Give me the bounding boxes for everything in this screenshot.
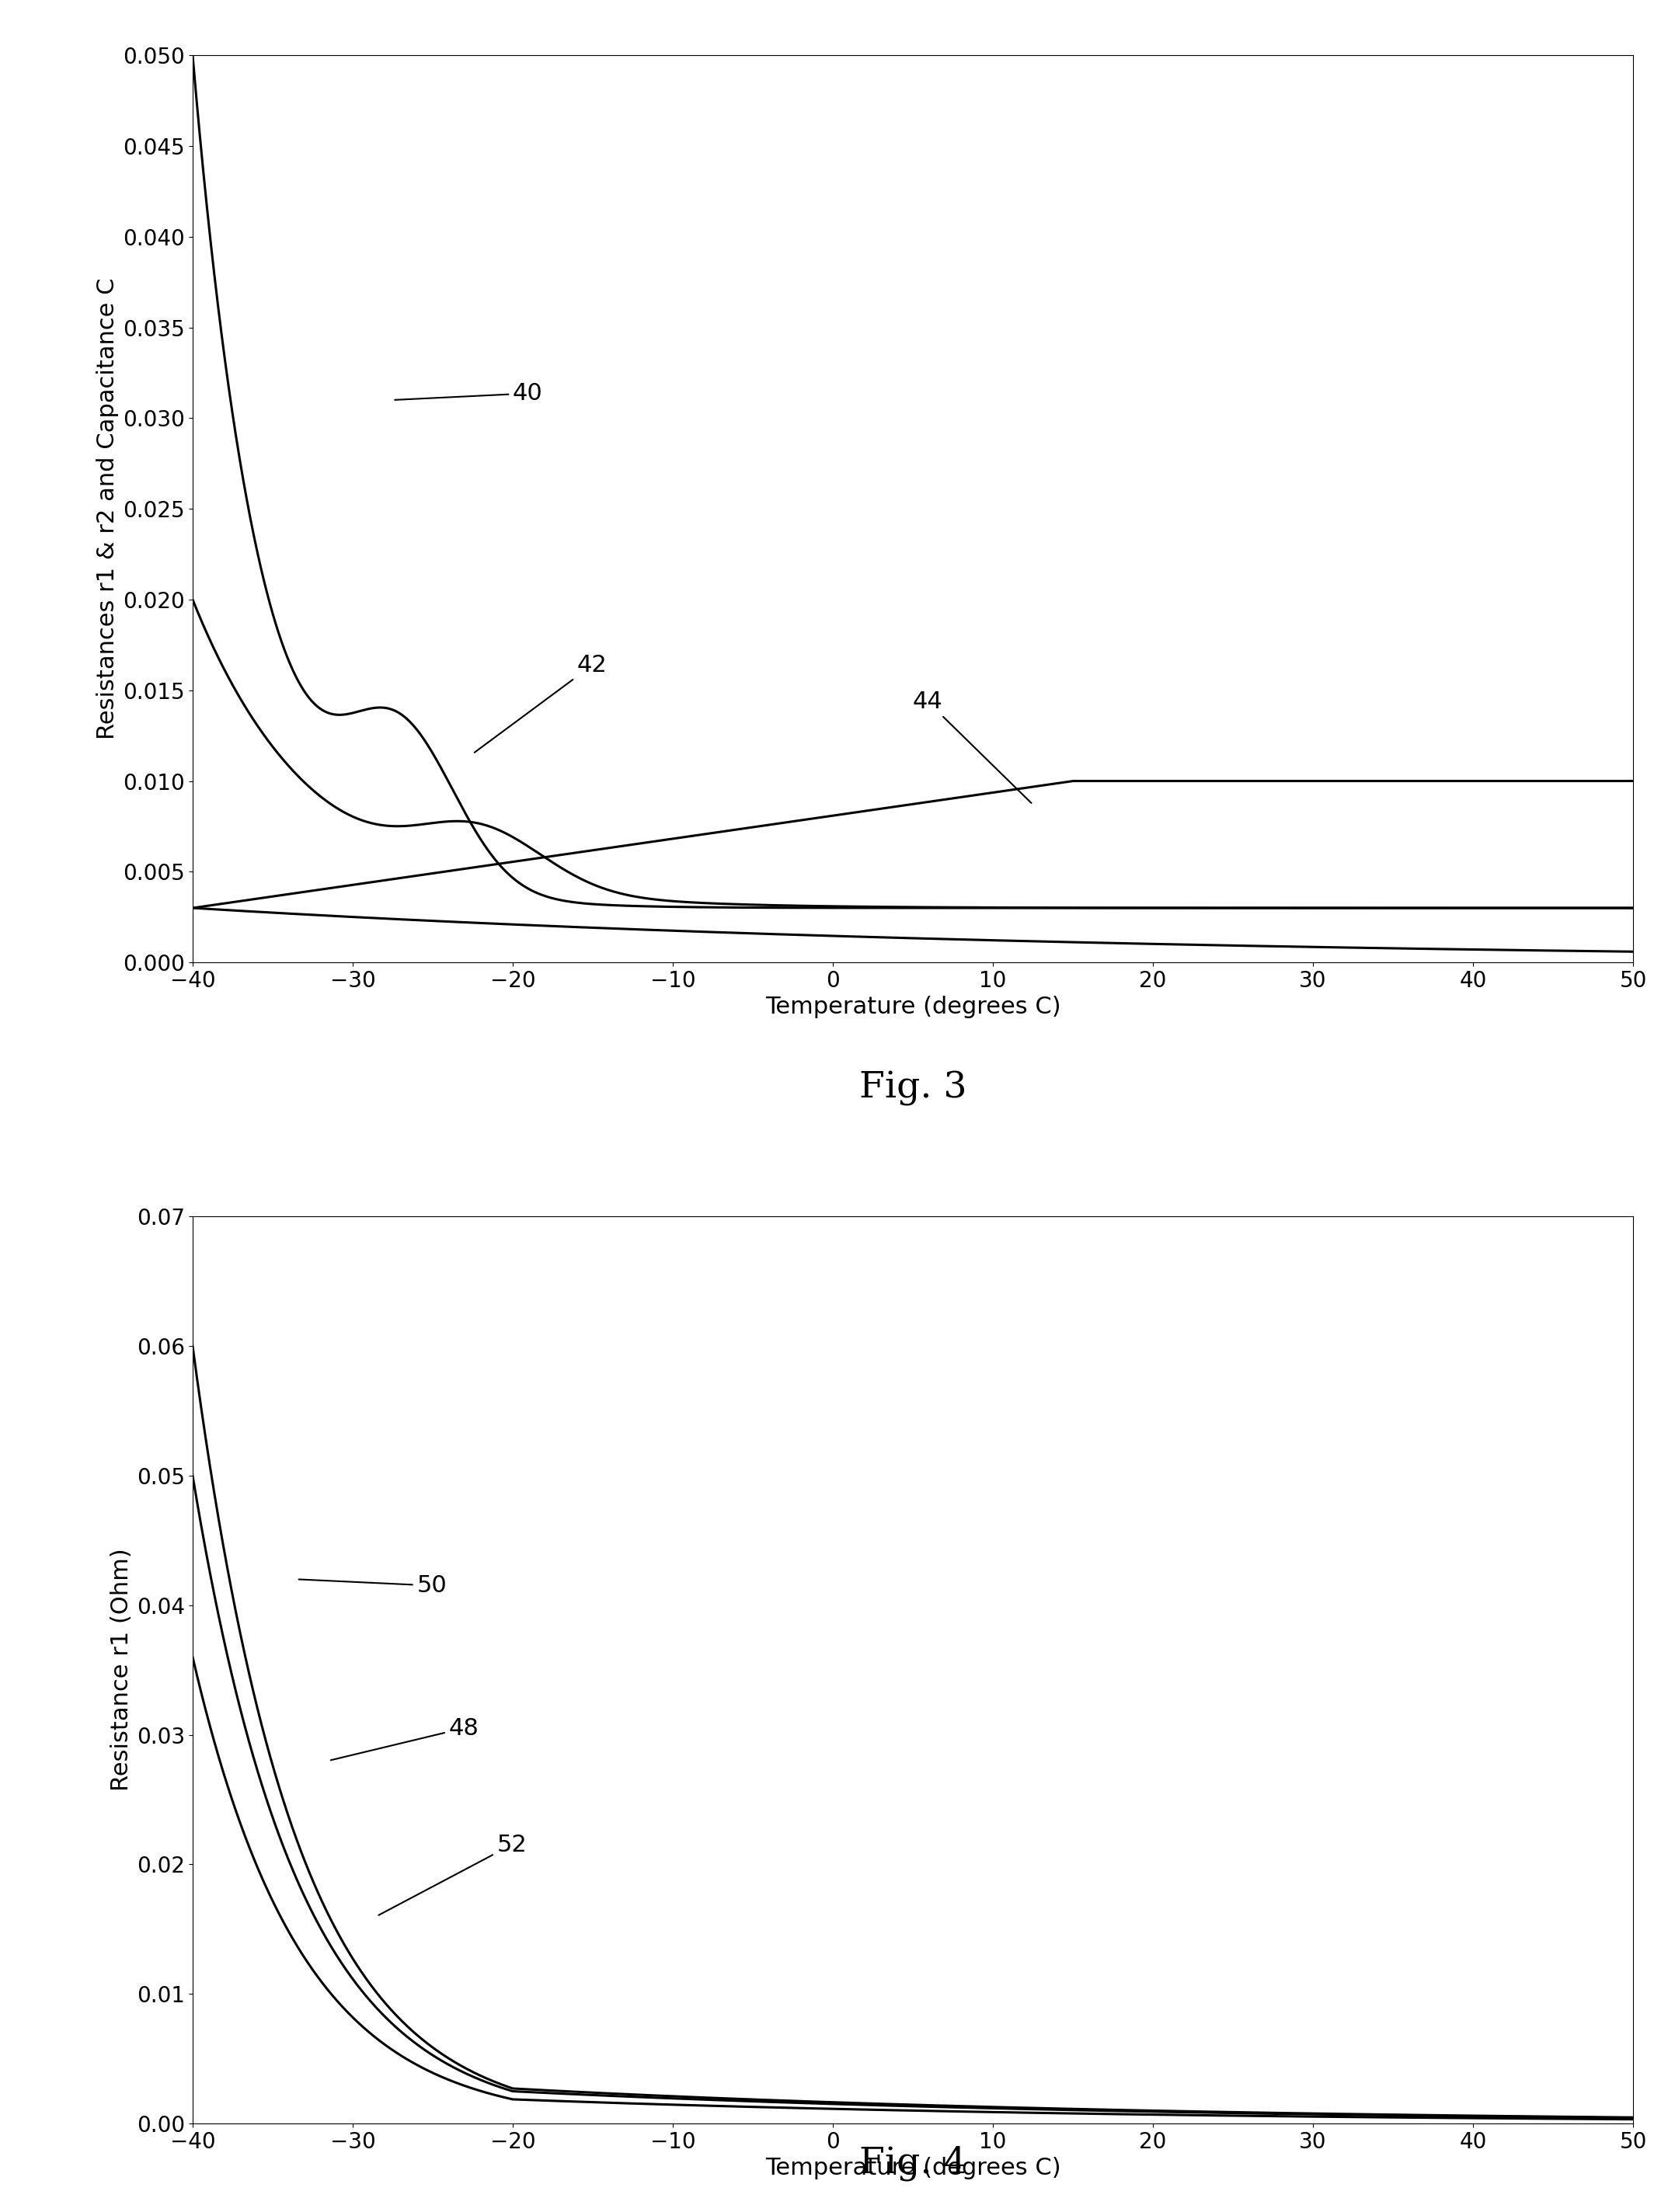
Text: 42: 42: [474, 655, 606, 752]
Text: 52: 52: [379, 1834, 528, 1916]
Text: 40: 40: [395, 383, 543, 405]
Text: 44: 44: [913, 690, 1032, 803]
X-axis label: Temperature (degrees C): Temperature (degrees C): [765, 2157, 1060, 2179]
Text: Fig. 3: Fig. 3: [859, 1071, 966, 1106]
Text: Fig. 4: Fig. 4: [859, 2146, 966, 2181]
Y-axis label: Resistances r1 & r2 and Capacitance C: Resistances r1 & r2 and Capacitance C: [95, 279, 119, 739]
Text: 50: 50: [298, 1575, 447, 1597]
X-axis label: Temperature (degrees C): Temperature (degrees C): [765, 995, 1060, 1018]
Y-axis label: Resistance r1 (Ohm): Resistance r1 (Ohm): [111, 1548, 132, 1792]
Text: 48: 48: [330, 1717, 479, 1761]
